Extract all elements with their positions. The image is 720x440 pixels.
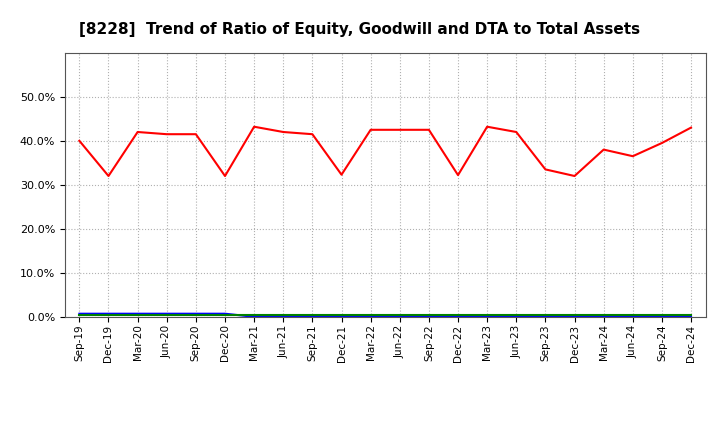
Equity xyxy=(541,167,550,172)
Goodwill xyxy=(570,314,579,319)
Deferred Tax Assets xyxy=(425,313,433,318)
Equity xyxy=(366,127,375,132)
Deferred Tax Assets xyxy=(570,313,579,318)
Equity xyxy=(337,172,346,177)
Equity xyxy=(250,124,258,129)
Goodwill xyxy=(512,314,521,319)
Goodwill xyxy=(483,314,492,319)
Equity xyxy=(512,129,521,135)
Goodwill xyxy=(366,314,375,319)
Goodwill xyxy=(279,314,287,319)
Equity xyxy=(599,147,608,152)
Goodwill xyxy=(220,311,229,316)
Equity xyxy=(454,172,462,178)
Goodwill xyxy=(454,314,462,319)
Deferred Tax Assets xyxy=(483,313,492,318)
Equity xyxy=(308,132,317,137)
Deferred Tax Assets xyxy=(308,313,317,318)
Deferred Tax Assets xyxy=(599,313,608,318)
Goodwill xyxy=(541,314,550,319)
Text: [8228]  Trend of Ratio of Equity, Goodwill and DTA to Total Assets: [8228] Trend of Ratio of Equity, Goodwil… xyxy=(79,22,641,37)
Equity xyxy=(425,127,433,132)
Goodwill xyxy=(629,314,637,319)
Goodwill xyxy=(163,311,171,316)
Equity xyxy=(687,125,696,130)
Goodwill xyxy=(133,311,142,316)
Equity xyxy=(75,138,84,143)
Goodwill xyxy=(250,314,258,319)
Equity xyxy=(570,173,579,179)
Deferred Tax Assets xyxy=(75,313,84,318)
Equity xyxy=(133,129,142,135)
Deferred Tax Assets xyxy=(279,313,287,318)
Deferred Tax Assets xyxy=(629,313,637,318)
Goodwill xyxy=(425,314,433,319)
Line: Goodwill: Goodwill xyxy=(79,314,691,317)
Goodwill xyxy=(104,311,113,316)
Equity xyxy=(629,154,637,159)
Equity xyxy=(657,140,666,146)
Deferred Tax Assets xyxy=(163,313,171,318)
Deferred Tax Assets xyxy=(337,313,346,318)
Equity xyxy=(192,132,200,137)
Goodwill xyxy=(687,314,696,319)
Goodwill xyxy=(308,314,317,319)
Goodwill xyxy=(657,314,666,319)
Equity xyxy=(220,173,229,179)
Deferred Tax Assets xyxy=(104,313,113,318)
Goodwill xyxy=(337,314,346,319)
Deferred Tax Assets xyxy=(220,313,229,318)
Goodwill xyxy=(599,314,608,319)
Equity xyxy=(104,173,113,179)
Deferred Tax Assets xyxy=(133,313,142,318)
Equity xyxy=(483,124,492,129)
Equity xyxy=(395,127,404,132)
Line: Equity: Equity xyxy=(79,127,691,176)
Equity xyxy=(163,132,171,137)
Equity xyxy=(279,129,287,135)
Deferred Tax Assets xyxy=(512,313,521,318)
Deferred Tax Assets xyxy=(192,313,200,318)
Deferred Tax Assets xyxy=(395,313,404,318)
Deferred Tax Assets xyxy=(366,313,375,318)
Goodwill xyxy=(192,311,200,316)
Deferred Tax Assets xyxy=(541,313,550,318)
Deferred Tax Assets xyxy=(454,313,462,318)
Deferred Tax Assets xyxy=(657,313,666,318)
Goodwill xyxy=(75,311,84,316)
Deferred Tax Assets xyxy=(687,313,696,318)
Deferred Tax Assets xyxy=(250,313,258,318)
Goodwill xyxy=(395,314,404,319)
